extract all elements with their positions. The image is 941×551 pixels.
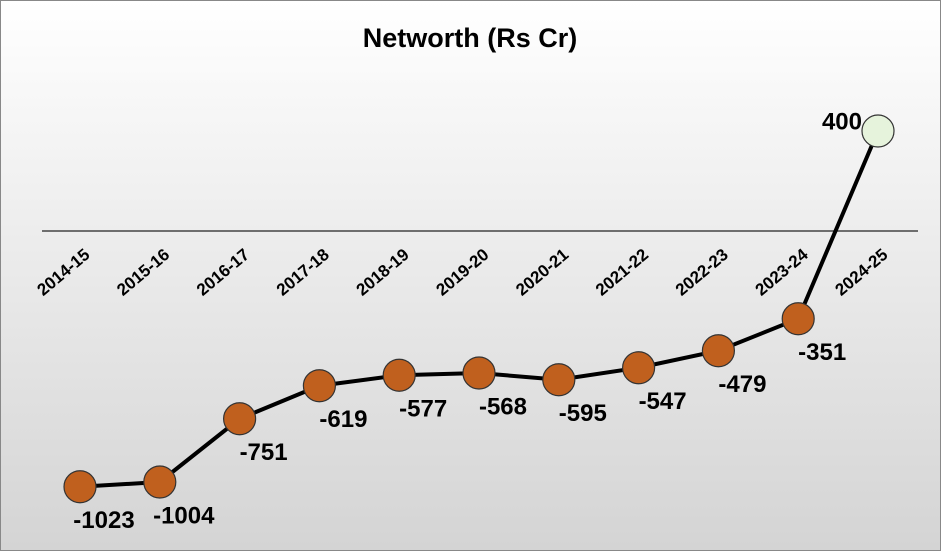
data-label: -619 [319,406,367,433]
marker [63,470,97,504]
data-label: -577 [399,396,447,423]
marker [462,356,496,390]
data-label: -1023 [73,507,134,534]
marker [143,465,177,499]
marker [223,402,257,436]
marker [302,369,336,403]
data-label: -751 [240,439,288,466]
marker [542,363,576,397]
marker [781,302,815,336]
data-label: -479 [718,371,766,398]
data-label: -1004 [153,502,215,529]
data-label: -351 [798,339,846,366]
data-label: 400 [822,108,862,135]
data-label: -568 [479,393,527,420]
chart-title: Networth (Rs Cr) [363,23,578,53]
marker [861,114,895,148]
data-label: -595 [559,400,607,427]
marker [382,358,416,392]
marker [701,334,736,368]
data-label: -547 [639,388,687,415]
marker [621,351,656,385]
